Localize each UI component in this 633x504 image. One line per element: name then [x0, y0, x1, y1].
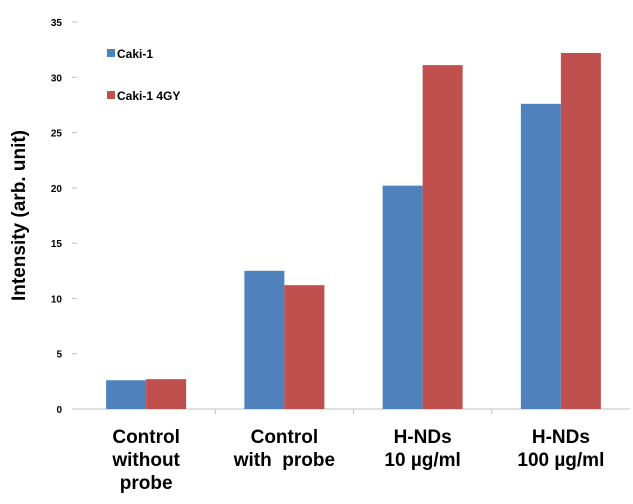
category-label-2-line-1: 10 µg/ml	[384, 450, 460, 471]
bar-caki1-3	[520, 103, 561, 409]
y-tick-label-2: 10	[51, 294, 63, 305]
bar-caki1-0	[106, 380, 147, 409]
category-label-0-line-1: without	[111, 450, 180, 471]
y-tick-label-6: 30	[51, 73, 63, 84]
bar-caki1-2	[382, 185, 423, 409]
legend: Caki-1 Caki-1 4GY	[107, 47, 180, 103]
legend-swatch-0	[107, 49, 115, 57]
y-axis-ticks: 0 5 10 15 20 25 30 35	[51, 18, 77, 416]
category-label-0-line-0: Control	[112, 427, 180, 448]
bar-caki1-4gy-1	[284, 285, 325, 409]
category-label-3-line-1: 100 µg/ml	[517, 450, 604, 471]
bars	[106, 52, 601, 414]
category-label-1-line-0: Control	[251, 427, 319, 448]
y-tick-label-5: 25	[51, 129, 63, 140]
bar-caki1-1	[244, 270, 285, 409]
legend-label-1: Caki-1 4GY	[117, 89, 180, 103]
category-label-2-line-0: H-NDs	[394, 427, 452, 448]
bar-caki1-4gy-2	[422, 65, 463, 409]
legend-swatch-1	[107, 91, 115, 99]
bar-caki1-4gy-0	[146, 379, 187, 409]
legend-label-0: Caki-1	[117, 47, 153, 61]
y-tick-label-7: 35	[51, 18, 63, 29]
y-tick-label-1: 5	[56, 350, 62, 361]
bar-caki1-4gy-3	[560, 52, 601, 410]
category-label-1-line-1: with probe	[233, 450, 335, 471]
y-tick-label-0: 0	[56, 405, 62, 416]
category-label-3-line-0: H-NDs	[532, 427, 590, 448]
y-tick-label-4: 20	[51, 184, 63, 195]
category-label-0-line-2: probe	[120, 473, 173, 494]
y-tick-label-3: 15	[51, 239, 63, 250]
y-axis-title: Intensity (arb. unit)	[9, 130, 30, 301]
